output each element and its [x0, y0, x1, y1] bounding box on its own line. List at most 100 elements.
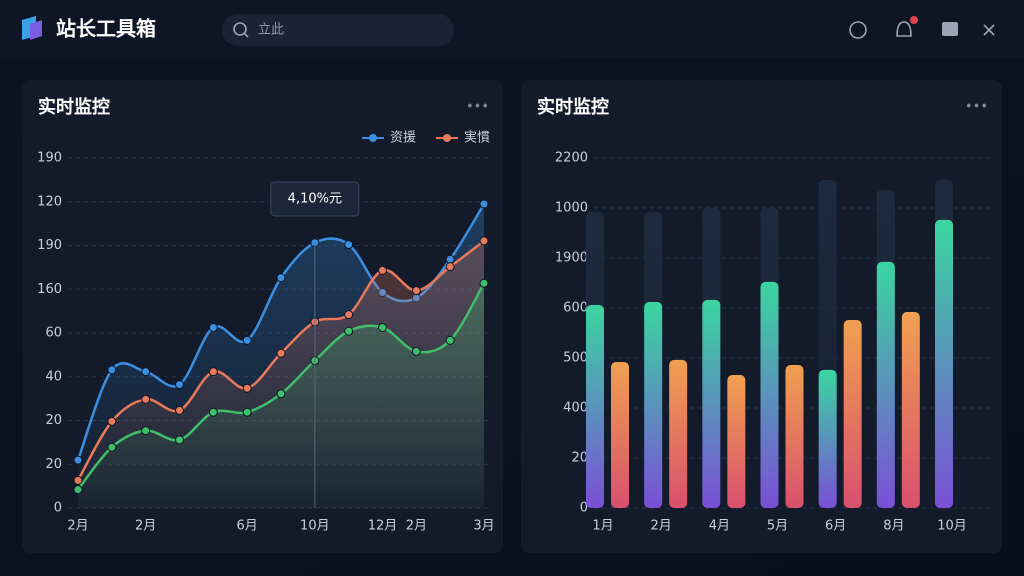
- app-title: 站长工具箱: [56, 17, 156, 41]
- y-tick-label: 1900: [555, 251, 588, 266]
- y-tick-label: 2200: [555, 151, 588, 166]
- legend-marker: [369, 134, 377, 142]
- tooltip: [270, 181, 360, 217]
- y-tick-label: 160: [37, 282, 62, 297]
- more-menu[interactable]: •••: [466, 100, 489, 115]
- point: [73, 455, 83, 465]
- header-bar: [0, 0, 1024, 58]
- point: [479, 199, 489, 209]
- y-tick-label: 20: [45, 457, 62, 472]
- legend-label: 実慣: [464, 130, 490, 146]
- bar: [669, 359, 688, 508]
- close-button[interactable]: [983, 24, 995, 36]
- y-tick-label: 20: [571, 451, 588, 466]
- point: [276, 273, 286, 283]
- bar: [901, 312, 920, 508]
- point: [378, 322, 387, 332]
- point: [107, 365, 117, 375]
- x-tick-label: 1月: [592, 519, 613, 534]
- x-tick-label: 2月: [651, 519, 672, 534]
- point: [344, 310, 354, 320]
- point: [208, 367, 218, 377]
- badge: [910, 16, 918, 24]
- point: [344, 240, 354, 250]
- point: [479, 236, 489, 246]
- point: [479, 278, 489, 288]
- x-tick-label: 6月: [237, 519, 258, 534]
- point: [141, 426, 151, 436]
- bar: [586, 305, 604, 508]
- point: [378, 265, 387, 275]
- point: [73, 475, 83, 485]
- x-tick-label: 5月: [767, 519, 788, 534]
- point: [242, 335, 252, 345]
- y-tick-label: 60: [45, 326, 62, 341]
- tooltip-text: 4,10%元: [288, 192, 342, 207]
- y-tick-label: 600: [563, 301, 588, 316]
- point: [208, 407, 218, 417]
- bar: [760, 281, 779, 508]
- bell-icon[interactable]: [896, 21, 912, 37]
- y-tick-label: 0: [580, 501, 588, 516]
- panel-title: 实时监控: [38, 96, 110, 118]
- point: [445, 262, 455, 272]
- bar: [702, 299, 721, 508]
- x-tick-label: 2月: [67, 519, 88, 534]
- bar: [727, 375, 746, 508]
- y-tick-label: 120: [37, 194, 62, 209]
- more-menu[interactable]: •••: [965, 100, 988, 115]
- point: [175, 405, 184, 415]
- bar: [818, 369, 837, 508]
- y-tick-label: 500: [563, 351, 588, 366]
- search-box[interactable]: [222, 14, 454, 46]
- point: [445, 335, 455, 345]
- x-tick-label: 8月: [883, 519, 904, 534]
- y-tick-label: 0: [54, 501, 62, 516]
- y-tick-label: 20: [45, 413, 62, 428]
- point: [242, 407, 252, 417]
- point: [411, 346, 421, 356]
- point: [276, 389, 286, 399]
- x-tick-label: 2月: [406, 519, 427, 534]
- bar: [644, 301, 663, 508]
- point: [107, 442, 117, 452]
- bar: [843, 319, 862, 508]
- point: [141, 367, 151, 377]
- x-tick-label: 6月: [825, 519, 846, 534]
- point: [175, 435, 184, 445]
- point: [73, 485, 83, 495]
- logo-part: [30, 20, 42, 40]
- y-tick-label: 40: [45, 369, 62, 384]
- point: [445, 254, 455, 264]
- x-tick-label: 10月: [300, 519, 330, 534]
- point: [276, 348, 286, 358]
- message-icon[interactable]: [942, 22, 958, 36]
- point: [141, 394, 151, 404]
- point: [344, 326, 354, 336]
- point: [175, 380, 184, 390]
- legend-marker: [443, 134, 451, 142]
- point: [208, 322, 218, 332]
- x-tick-label: 12月: [368, 519, 398, 534]
- bar: [785, 364, 804, 508]
- y-tick-label: 190: [37, 238, 62, 253]
- x-tick-label: 3月: [473, 519, 494, 534]
- bar: [611, 361, 629, 508]
- panel-title: 实时监控: [537, 96, 609, 118]
- search-icon: [233, 22, 247, 36]
- x-tick-label: 4月: [709, 519, 730, 534]
- settings-icon[interactable]: [849, 21, 867, 39]
- y-tick-label: 190: [37, 151, 62, 166]
- x-tick-label: 10月: [937, 519, 967, 534]
- point: [411, 286, 421, 296]
- point: [242, 383, 252, 393]
- point: [107, 416, 117, 426]
- bar: [876, 261, 895, 508]
- search-placeholder: 立此: [258, 23, 284, 38]
- y-tick-label: 400: [563, 401, 588, 416]
- search-icon-handle: [243, 32, 249, 38]
- y-tick-label: 1000: [555, 201, 588, 216]
- bar: [935, 219, 953, 509]
